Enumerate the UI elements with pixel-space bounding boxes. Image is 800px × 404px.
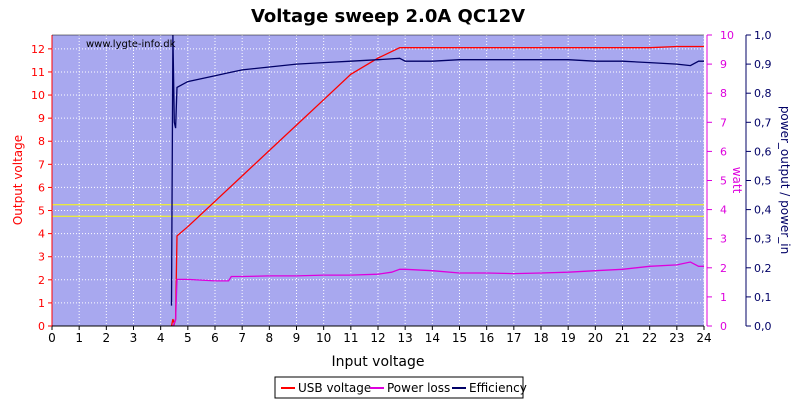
legend-power-label: Power loss	[387, 381, 450, 395]
x-tick-label: 7	[238, 331, 246, 345]
y-axis-eff-label: power_output / power_in	[778, 106, 792, 254]
chart-title: Voltage sweep 2.0A QC12V	[251, 6, 525, 27]
y-left-tick-label: 3	[38, 251, 45, 264]
x-tick-label: 8	[266, 331, 274, 345]
y-eff-tick-label: 0,5	[754, 175, 772, 188]
y-watt-tick-label: 5	[720, 175, 727, 188]
x-tick-label: 3	[130, 331, 138, 345]
x-tick-label: 15	[452, 331, 467, 345]
x-axis-label: Input voltage	[331, 354, 424, 370]
x-tick-label: 13	[398, 331, 413, 345]
y-watt-tick-label: 0	[720, 320, 727, 333]
efficiency-line	[170, 34, 704, 306]
y-eff-tick-label: 1,0	[754, 29, 772, 42]
x-tick-label: 19	[561, 331, 576, 345]
y-eff-tick-label: 0,1	[754, 291, 772, 304]
x-tick-label: 16	[479, 331, 494, 345]
x-tick-label: 4	[157, 331, 165, 345]
watermark: www.lygte-info.dk	[86, 39, 176, 50]
y-left-tick-label: 11	[31, 66, 45, 79]
x-tick-label: 17	[506, 331, 521, 345]
y-left-tick-label: 10	[31, 89, 45, 102]
x-tick-label: 5	[184, 331, 192, 345]
y-axis-watt-label: watt	[730, 167, 744, 194]
plot-area	[52, 35, 704, 326]
x-tick-label: 21	[615, 331, 630, 345]
y-left-tick-label: 6	[38, 181, 45, 194]
y-watt-tick-label: 3	[720, 233, 727, 246]
legend-eff-label: Efficiency	[469, 381, 527, 395]
x-tick-label: 18	[533, 331, 548, 345]
grid	[51, 35, 705, 327]
x-tick-label: 10	[316, 331, 331, 345]
y-left-tick-label: 7	[38, 158, 45, 171]
y-eff-tick-label: 0,0	[754, 320, 772, 333]
x-tick-label: 1	[75, 331, 83, 345]
y-watt-tick-label: 2	[720, 262, 727, 275]
x-tick-label: 6	[211, 331, 219, 345]
x-tick-label: 12	[370, 331, 385, 345]
x-tick-label: 22	[642, 331, 657, 345]
y-axis-left-label: Output voltage	[11, 135, 25, 225]
x-tick-label: 20	[588, 331, 603, 345]
y-watt-tick-label: 7	[720, 116, 727, 129]
y-eff-tick-label: 0,4	[754, 204, 772, 217]
x-tick-label: 2	[103, 331, 111, 345]
x-tick-label: 9	[293, 331, 301, 345]
y-left-tick-label: 2	[38, 274, 45, 287]
y-left-tick-label: 9	[38, 112, 45, 125]
y-eff-tick-label: 0,3	[754, 233, 772, 246]
y-left-tick-label: 4	[38, 228, 45, 241]
y-eff-tick-label: 0,6	[754, 145, 772, 158]
y-eff-tick-label: 0,2	[754, 262, 772, 275]
y-left-tick-label: 8	[38, 135, 45, 148]
y-watt-tick-label: 9	[720, 58, 727, 71]
usb-voltage-line	[170, 45, 704, 327]
y-watt-tick-label: 6	[720, 145, 727, 158]
y-watt-tick-label: 4	[720, 204, 727, 217]
series-group	[170, 34, 704, 327]
axes: 0 1 2 3 4 5 6 7 8 9 10 11 12 13 14 15 16 17 18 19 20 21 22 23 24…	[31, 29, 772, 345]
y-watt-tick-label: 10	[720, 29, 734, 42]
x-tick-label: 23	[669, 331, 684, 345]
x-tick-label: 24	[696, 331, 711, 345]
x-tick-label: 0	[48, 331, 56, 345]
y-eff-tick-label: 0,7	[754, 116, 772, 129]
y-watt-tick-label: 8	[720, 87, 727, 100]
y-left-tick-label: 1	[38, 297, 45, 310]
legend-box	[274, 376, 524, 399]
x-tick-label: 14	[425, 331, 440, 345]
y-watt-tick-label: 1	[720, 291, 727, 304]
y-left-tick-label: 5	[38, 205, 45, 218]
power-loss-line	[172, 261, 704, 327]
reference-lines	[52, 204, 704, 217]
y-left-tick-label: 0	[38, 320, 45, 333]
legend-usb-label: USB voltage	[298, 381, 371, 395]
y-eff-tick-label: 0,8	[754, 87, 772, 100]
y-left-tick-label: 12	[31, 43, 45, 56]
y-eff-tick-label: 0,9	[754, 58, 772, 71]
legend: USB voltage Power loss Efficiency	[274, 376, 527, 399]
x-tick-label: 11	[343, 331, 358, 345]
